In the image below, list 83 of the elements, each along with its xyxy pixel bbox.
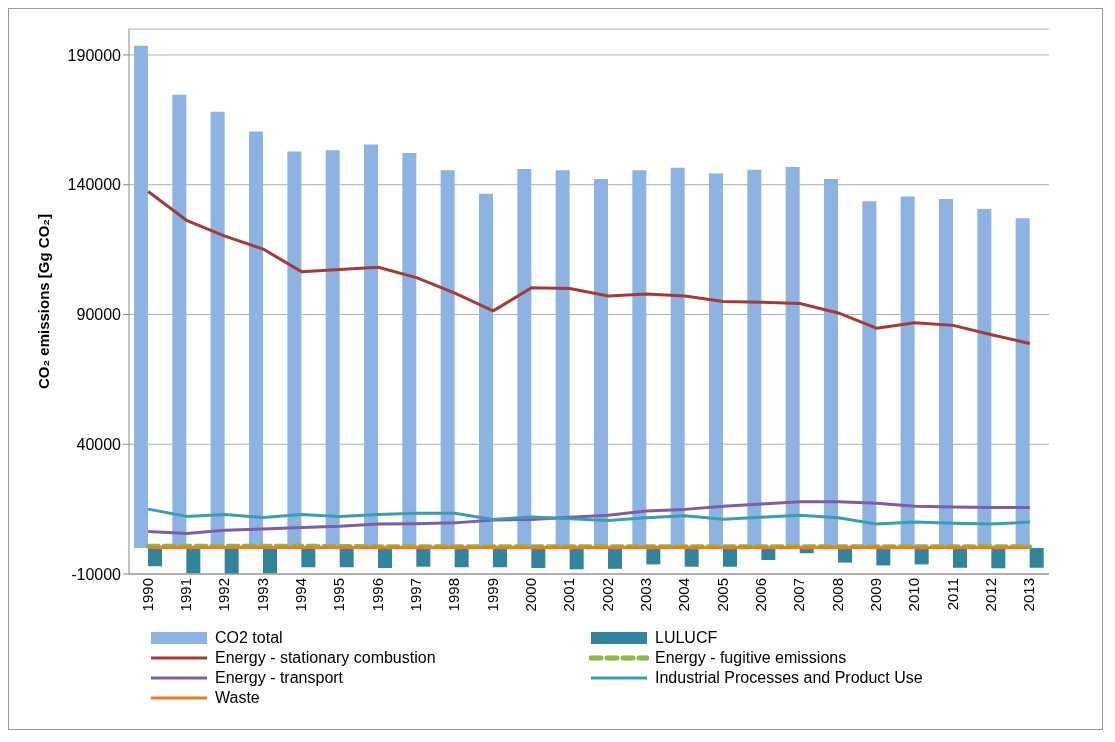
x-tick-label: 2009 [867,578,885,612]
bar [134,45,148,549]
bar [517,168,532,549]
bar [148,548,162,567]
y-tick-label: 40000 [76,435,122,453]
y-tick-label: -10000 [71,565,122,583]
bar [555,170,570,549]
legend-label: Energy - stationary combustion [215,649,436,667]
y-tick-label: 140000 [67,176,122,194]
bar [454,548,469,568]
bar [263,548,277,574]
x-tick-label: 1991 [177,578,195,612]
bar [684,548,699,567]
line-series [146,507,1032,526]
x-tick-label: 2005 [713,578,731,612]
bar [939,198,953,549]
x-tick-label: 1997 [407,578,425,612]
x-tick-label: 1994 [292,578,310,612]
x-tick-label: 1993 [253,578,271,612]
x-tick-label: 2000 [522,578,540,612]
bar [953,548,967,568]
y-tick-label: 190000 [67,46,122,64]
bar [378,548,392,569]
bar [339,548,354,568]
legend-label: LULUCF [655,629,718,647]
x-tick-label: 2010 [905,578,923,612]
bar [493,548,507,568]
bar [569,548,584,570]
x-tick-label: 1996 [368,578,386,612]
y-tick-label: 90000 [76,306,122,324]
x-tick-label: 2001 [560,578,578,612]
bar [761,548,776,560]
bar [301,548,316,568]
bar [416,548,431,567]
bar [224,548,239,574]
x-tick-label: 1998 [445,578,463,612]
legend-label: Energy - fugitive emissions [655,649,847,667]
bar [287,151,302,549]
x-tick-label: 2007 [790,578,808,612]
x-tick-label: 2008 [828,578,846,612]
x-tick-label: 2002 [598,578,616,612]
bar [440,170,455,549]
bar [991,548,1006,569]
line-series [146,500,1032,536]
bar [876,548,891,566]
bar [862,201,877,549]
legend-label: Industrial Processes and Product Use [655,669,923,687]
y-axis-title: CO₂ emissions [Gg CO₂] [35,213,53,390]
bar [172,94,187,549]
legend-label: Waste [215,689,260,707]
bar [186,548,201,574]
bar [249,131,263,549]
bar [900,196,915,549]
x-tick-label: 2006 [752,578,770,612]
bar [608,548,622,569]
bar [824,179,838,549]
bar [838,548,852,563]
bar [325,150,340,549]
legend-label: Energy - transport [215,669,344,687]
bar [479,193,493,549]
bar [723,548,737,567]
bar [977,209,992,549]
x-tick-label: 2012 [982,578,1000,612]
bar [531,548,546,569]
x-tick-label: 2003 [637,578,655,612]
bar [1015,218,1030,549]
x-tick-label: 2004 [675,578,693,612]
bar [646,548,661,565]
bar [364,144,378,549]
bar [747,169,762,549]
line-series [146,189,1032,346]
x-tick-label: 2011 [943,578,961,611]
bar [914,548,929,565]
legend-label: CO2 total [215,629,283,647]
bar [632,170,647,549]
x-tick-label: 1995 [330,578,348,612]
bar [1029,548,1044,568]
x-tick-label: 2013 [1020,578,1038,612]
x-tick-label: 1990 [138,578,156,612]
bar [709,173,723,549]
x-tick-label: 1999 [483,578,501,612]
bar [670,167,685,549]
x-tick-label: 1992 [215,578,233,612]
